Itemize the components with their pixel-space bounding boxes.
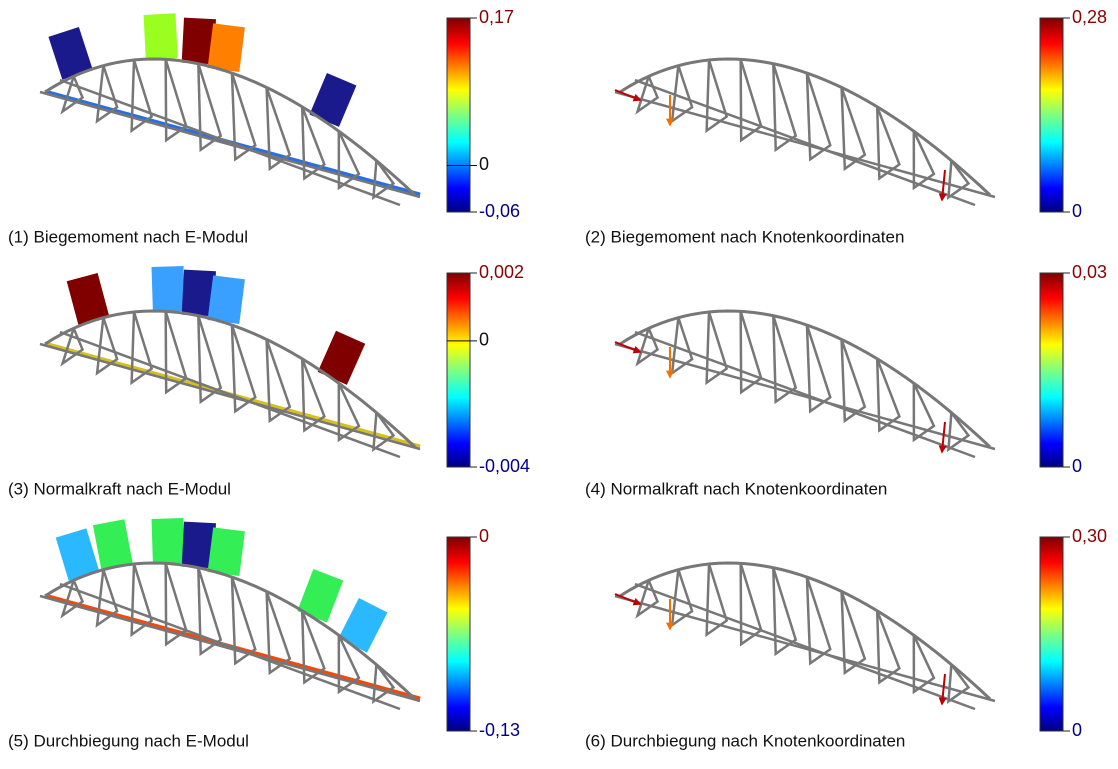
vector-arrow xyxy=(615,90,640,100)
colorbar xyxy=(447,273,470,467)
scale-max: 0,17 xyxy=(479,7,514,27)
vector-arrow xyxy=(942,170,945,200)
colorbar xyxy=(1040,273,1063,467)
vector-arrow xyxy=(942,422,945,452)
scale-min: 0 xyxy=(1072,201,1082,221)
result-patch xyxy=(152,266,185,312)
result-patch xyxy=(208,527,245,576)
panel xyxy=(40,518,420,709)
result-patch xyxy=(338,598,387,653)
scale-zero: 0 xyxy=(479,330,489,350)
scale-min: 0 xyxy=(1072,720,1082,740)
caption: (2) Biegemoment nach Knotenkoordinaten xyxy=(585,227,904,246)
result-patch xyxy=(144,13,178,60)
colorbar xyxy=(1040,18,1063,212)
result-patch xyxy=(152,518,185,564)
colorbar xyxy=(447,18,470,212)
colorbar xyxy=(447,537,470,731)
deck xyxy=(40,344,420,449)
caption: (6) Durchbiegung nach Knotenkoordinaten xyxy=(585,731,905,750)
deck xyxy=(635,332,975,457)
result-patch xyxy=(93,519,133,569)
scale-max: 0,03 xyxy=(1072,262,1107,282)
caption: (4) Normalkraft nach Knotenkoordinaten xyxy=(585,479,887,498)
panel xyxy=(615,311,995,457)
panel xyxy=(40,266,420,457)
panel xyxy=(40,13,420,205)
vector-arrow xyxy=(615,342,640,352)
caption: (1) Biegemoment nach E-Modul xyxy=(8,227,248,246)
deck xyxy=(615,92,995,197)
figure: 0,17 -0,06 0 (1) Biegemoment nach E-Modul 0,… xyxy=(0,0,1118,769)
deck xyxy=(40,92,420,197)
scale-min: 0 xyxy=(1072,456,1082,476)
result-patch xyxy=(318,331,366,385)
deck xyxy=(60,584,400,709)
result-patch xyxy=(309,73,356,127)
vector-arrow xyxy=(615,594,640,604)
scale-max: 0,30 xyxy=(1072,526,1107,546)
scale-min: -0,13 xyxy=(479,720,520,740)
scale-max: 0,002 xyxy=(479,262,524,282)
scale-min: -0,004 xyxy=(479,456,530,476)
caption: (5) Durchbiegung nach E-Modul xyxy=(8,731,249,750)
deck xyxy=(635,80,975,205)
panel xyxy=(615,563,995,709)
result-patch xyxy=(208,23,245,72)
result-patch xyxy=(208,275,245,324)
scale-zero: 0 xyxy=(479,154,489,174)
deck xyxy=(615,596,995,701)
scale-min: -0,06 xyxy=(479,201,520,221)
colorbar xyxy=(1040,537,1063,731)
scale-max: 0,28 xyxy=(1072,7,1107,27)
panel xyxy=(615,59,995,205)
caption: (3) Normalkraft nach E-Modul xyxy=(8,479,231,498)
deck xyxy=(635,584,975,709)
scale-max: 0 xyxy=(479,526,489,546)
vector-arrow xyxy=(942,674,945,704)
deck xyxy=(615,344,995,449)
